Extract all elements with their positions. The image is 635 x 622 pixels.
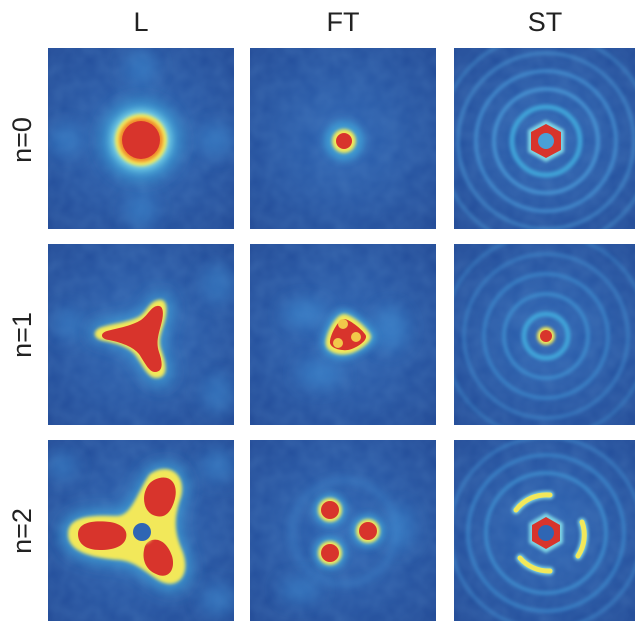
- triangle-spot-ft-n1: [321, 310, 377, 359]
- rings-st-n2: [454, 440, 635, 621]
- row-label-n0: n=0: [7, 117, 37, 163]
- rings-st-n1: [454, 244, 635, 425]
- column-label-st: ST: [528, 7, 563, 37]
- panel-l-n1: [48, 244, 234, 425]
- panel-st-n1: [454, 244, 635, 425]
- row-label-n2: n=2: [7, 508, 37, 554]
- trefoil-l-n1: [89, 294, 172, 385]
- spot-st-n0: [528, 120, 564, 162]
- panel-st-n0: [454, 48, 635, 229]
- spot-l-n0: [101, 100, 181, 180]
- row-label-n1: n=1: [7, 312, 37, 358]
- spot-st-n1: [537, 327, 555, 345]
- spot-ft-n0: [324, 121, 364, 161]
- rings-st-n0: [454, 48, 635, 229]
- panel-ft-n1: [250, 244, 436, 425]
- column-label-l: L: [133, 7, 148, 37]
- panel-ft-n2: [250, 440, 436, 621]
- arcs-st-n2: [512, 490, 589, 575]
- three-spots-ft-n2: [314, 494, 384, 569]
- column-label-ft: FT: [327, 7, 360, 37]
- panel-ft-n0: [250, 48, 436, 229]
- trefoil-l-n2: [62, 464, 190, 591]
- spot-st-n2: [529, 513, 563, 553]
- panel-st-n2: [454, 440, 635, 621]
- panel-l-n2: [48, 440, 234, 621]
- panel-l-n0: [48, 48, 234, 229]
